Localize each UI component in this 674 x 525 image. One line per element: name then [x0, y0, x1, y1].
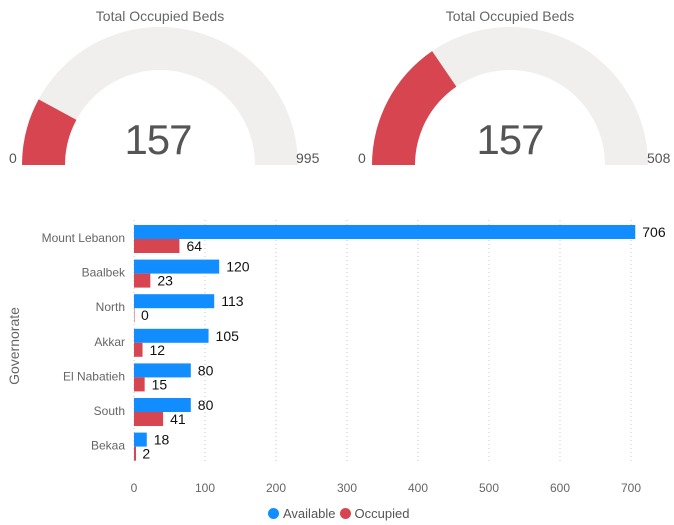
data-label: 2 — [142, 446, 150, 462]
bar-occupied — [134, 273, 151, 288]
x-tick-label: 100 — [195, 481, 215, 495]
legend-marker — [339, 508, 351, 519]
category-label: South — [94, 404, 125, 418]
data-label: 23 — [157, 273, 173, 289]
gauge-arc — [22, 27, 298, 165]
gauge-arc — [372, 27, 648, 165]
gauge-occupied-beds-secondary: Total Occupied Beds 157 0 508 — [350, 0, 670, 180]
data-label: 80 — [198, 362, 214, 378]
gauge-value: 157 — [124, 116, 192, 163]
gauge-min-label: 0 — [358, 150, 366, 166]
legend-marker — [268, 508, 279, 519]
bar-occupied — [134, 308, 135, 323]
gauge-fill — [372, 51, 457, 165]
bar-available — [134, 294, 215, 309]
category-label: El Nabatieh — [63, 369, 125, 383]
bar-occupied — [134, 239, 180, 253]
category-label: Bekaa — [91, 439, 125, 453]
data-label: 0 — [141, 307, 149, 323]
data-label: 120 — [226, 259, 250, 275]
gauge-max-label: 995 — [296, 150, 320, 166]
bar-available — [134, 328, 209, 343]
gauge-title: Total Occupied Beds — [95, 8, 225, 24]
gauge-max-label: 508 — [647, 150, 671, 166]
legend-label: Occupied — [354, 506, 410, 521]
gauge-fill — [22, 99, 77, 165]
legend-label: Available — [283, 506, 336, 521]
category-label: North — [96, 300, 125, 314]
bar-available — [134, 432, 147, 447]
data-label: 41 — [170, 411, 186, 427]
x-tick-label: 700 — [621, 481, 641, 495]
bar-occupied — [134, 446, 136, 461]
x-tick-label: 600 — [550, 481, 570, 495]
data-label: 706 — [642, 224, 666, 240]
data-label: 105 — [216, 328, 240, 344]
gauge-min-label: 0 — [9, 150, 17, 166]
legend-item-occupied[interactable]: Occupied — [339, 506, 410, 521]
bar-available — [134, 225, 636, 239]
data-label: 80 — [198, 397, 214, 413]
x-tick-label: 400 — [408, 481, 428, 495]
category-label: Akkar — [94, 335, 125, 349]
bar-available — [134, 398, 191, 412]
gauge-title: Total Occupied Beds — [445, 8, 575, 24]
bar-available — [134, 363, 191, 378]
bar-available — [134, 259, 220, 274]
data-label: 18 — [154, 432, 170, 448]
data-label: 113 — [221, 293, 244, 309]
chart-legend: Available Occupied — [268, 506, 413, 521]
data-label: 64 — [186, 238, 202, 254]
bar-occupied — [134, 412, 164, 426]
legend-item-available[interactable]: Available — [268, 506, 336, 521]
gauge-value: 157 — [476, 116, 544, 163]
x-tick-label: 0 — [131, 481, 138, 495]
x-tick-label: 200 — [266, 481, 286, 495]
gauge-track — [372, 27, 648, 165]
data-label: 15 — [152, 376, 168, 392]
bar-chart: 0 100 200 300 400 500 600 700 Governorate Mount L… — [6, 220, 666, 495]
category-label: Mount Lebanon — [42, 231, 125, 245]
bar-occupied — [134, 342, 143, 357]
gauge-track — [22, 27, 298, 165]
x-tick-label: 500 — [479, 481, 499, 495]
bar-occupied — [134, 377, 145, 392]
gauge-occupied-beds-total: Total Occupied Beds 157 0 995 — [0, 0, 320, 180]
y-axis-title: Governorate — [6, 307, 22, 385]
data-label: 12 — [150, 342, 166, 358]
x-tick-label: 300 — [337, 481, 357, 495]
category-label: Baalbek — [82, 266, 126, 280]
